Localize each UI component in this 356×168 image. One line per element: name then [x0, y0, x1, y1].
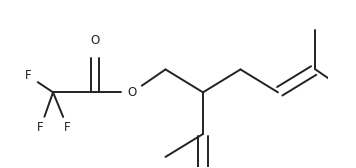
- Text: F: F: [37, 121, 44, 134]
- Text: O: O: [127, 86, 137, 99]
- Text: F: F: [25, 69, 31, 82]
- Text: O: O: [90, 33, 99, 47]
- Text: F: F: [64, 121, 71, 134]
